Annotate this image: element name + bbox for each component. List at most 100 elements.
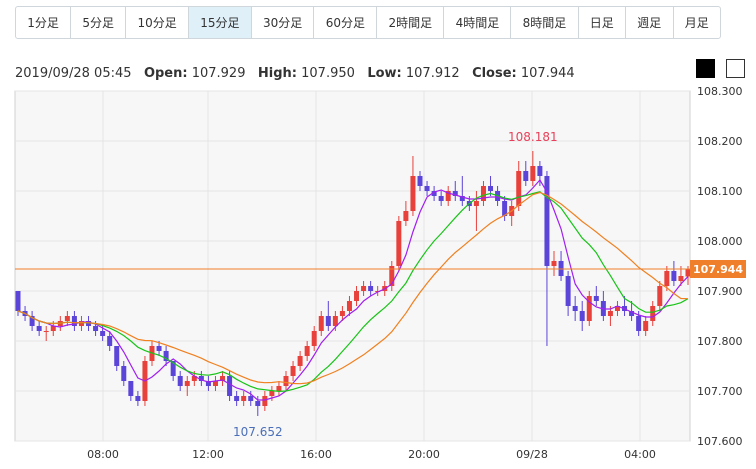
candle-body — [523, 171, 529, 181]
candle-body — [170, 361, 176, 376]
tab-timeframe[interactable]: 月足 — [684, 16, 709, 30]
tab-timeframe[interactable]: 4時間足 — [444, 7, 512, 38]
y-tick-label: 108.000 — [697, 235, 743, 248]
low-label: Low: — [367, 66, 402, 81]
candle-body — [629, 311, 635, 316]
y-tick-label: 108.300 — [697, 85, 743, 98]
candle-body — [361, 286, 367, 291]
low-value: 107.912 — [405, 66, 460, 81]
candle-body — [354, 291, 360, 301]
candle-body — [459, 196, 465, 201]
y-tick-label: 107.700 — [697, 385, 743, 398]
high-label: High: — [257, 66, 297, 81]
y-tick-label: 107.900 — [697, 285, 743, 298]
tab-timeframe[interactable]: 日足 — [579, 7, 627, 38]
candle-body — [607, 311, 613, 316]
candle-body — [643, 321, 649, 331]
candle-body — [163, 351, 169, 361]
high-value: 107.950 — [301, 66, 355, 81]
candle-body — [227, 376, 233, 396]
candle-body — [107, 336, 113, 346]
x-tick-label: 20:00 — [408, 448, 440, 461]
x-tick-label: 04:00 — [624, 448, 656, 461]
candle-body — [78, 321, 84, 326]
candle-body — [431, 191, 437, 196]
open-value: 107.929 — [191, 66, 246, 81]
candle-body — [389, 266, 395, 286]
candle-body — [50, 326, 56, 331]
candle-body — [396, 221, 402, 266]
timeframe-tabs: 1分足 5分足 10分足 15分足 30分足 60分足 2時間足 4時間足 8時間足 日足 週足 月足 — [15, 6, 721, 39]
candle-body — [255, 401, 261, 406]
x-tick-label: 12:00 — [192, 448, 224, 461]
candle-body — [205, 381, 211, 386]
x-tick-label: 16:00 — [300, 448, 332, 461]
close-value: 107.944 — [520, 66, 575, 81]
candle-body — [283, 376, 289, 386]
y-tick-label: 107.600 — [697, 435, 743, 448]
candle-body — [530, 166, 536, 181]
candle-body — [71, 316, 77, 326]
candle-body — [276, 386, 282, 391]
candle-body — [128, 381, 134, 396]
candle-body — [586, 296, 592, 321]
candle-body — [325, 316, 331, 326]
candle-body — [114, 346, 120, 366]
candle-body — [417, 176, 423, 186]
y-tick-label: 108.200 — [697, 135, 743, 148]
candle-body — [184, 381, 190, 386]
open-label: Open: — [143, 66, 188, 81]
candle-body — [473, 201, 479, 206]
candle-body — [650, 306, 656, 321]
candle-body — [212, 381, 218, 386]
white-theme-swatch[interactable] — [726, 59, 745, 78]
candle-body — [551, 261, 557, 266]
tab-timeframe[interactable]: 10分足 — [126, 7, 189, 38]
tab-timeframe[interactable]: 8時間足 — [511, 7, 579, 38]
candle-body — [332, 316, 338, 326]
candle-body — [657, 286, 663, 306]
candle-body — [664, 271, 670, 286]
candle-body — [368, 286, 374, 291]
black-theme-swatch[interactable] — [696, 59, 715, 78]
candle-body — [121, 366, 127, 381]
tab-timeframe[interactable]: 2時間足 — [377, 7, 445, 38]
candle-body — [685, 269, 691, 277]
candle-body — [241, 396, 247, 401]
candle-body — [572, 306, 578, 311]
candle-body — [671, 271, 677, 281]
candle-body — [156, 346, 162, 351]
last-price-label: 107.944 — [693, 263, 743, 276]
candle-body — [297, 356, 303, 366]
candle-body — [43, 331, 49, 332]
candle-body — [445, 191, 451, 201]
candle-body — [403, 211, 409, 221]
tab-timeframe[interactable]: 1分足 — [16, 7, 72, 38]
candle-body — [579, 311, 585, 321]
tab-timeframe[interactable]: 60分足 — [314, 7, 378, 38]
tab-timeframe[interactable]: 15分足 — [188, 7, 252, 38]
candle-body — [565, 276, 571, 306]
candle-body — [135, 396, 141, 401]
x-tick-label: 08:00 — [87, 448, 119, 461]
candle-body — [346, 301, 352, 311]
candle-body — [262, 396, 268, 406]
candle-body — [410, 176, 416, 211]
candle-body — [480, 186, 486, 201]
candle-body — [544, 176, 550, 266]
candle-body — [86, 321, 92, 326]
candle-body — [269, 391, 275, 396]
min-price-label: 107.652 — [233, 425, 283, 439]
candle-body — [311, 331, 317, 346]
candle-body — [177, 376, 183, 386]
candle-body — [318, 316, 324, 331]
tab-timeframe[interactable]: 30分足 — [252, 7, 315, 38]
close-label: Close: — [472, 66, 517, 81]
x-tick-label: 09/28 — [516, 448, 548, 461]
candle-body — [678, 276, 684, 281]
candle-body — [502, 201, 508, 216]
candle-body — [636, 316, 642, 331]
candle-body — [29, 316, 35, 326]
tab-timeframe[interactable]: 5分足 — [71, 7, 127, 38]
tab-timeframe[interactable]: 週足 — [626, 7, 674, 38]
